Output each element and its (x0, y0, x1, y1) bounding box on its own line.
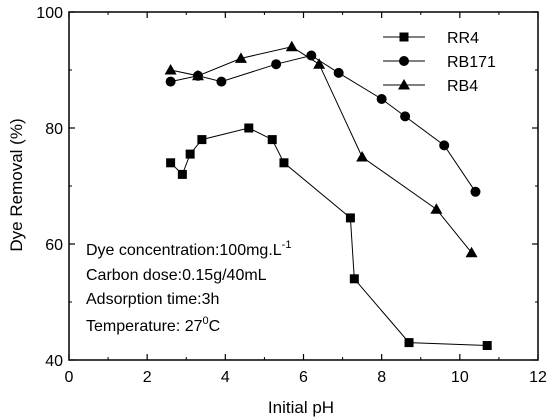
x-tick-label: 0 (65, 369, 74, 386)
series-line-rb171 (170, 54, 476, 193)
tick-labels: 0 2 4 6 8 10 12 40 60 80 100 (36, 5, 547, 386)
annotation-temperature-main: Temperature: 27 (86, 318, 203, 335)
data-point-rb4 (465, 246, 478, 258)
y-tick-label: 80 (45, 121, 63, 138)
annotations: Dye concentration:100mg.L-1 Carbon dose:… (86, 239, 291, 335)
series-rr4 (166, 123, 492, 350)
legend-marker-rr4 (399, 32, 409, 42)
legend-marker-rb171 (399, 56, 409, 66)
data-point-rb171 (216, 76, 227, 87)
data-point-rr4 (345, 213, 355, 223)
data-point-rb171 (165, 76, 176, 87)
data-point-rb171 (376, 94, 387, 104)
annotation-temperature: Temperature: 270C (86, 315, 220, 335)
x-tick-label: 2 (143, 369, 152, 386)
series-rb171 (165, 50, 481, 197)
data-point-rr4 (404, 338, 414, 348)
y-tick-label: 40 (45, 353, 63, 370)
x-tick-label: 12 (529, 369, 547, 386)
data-point-rr4 (267, 135, 277, 145)
data-point-rb171 (470, 186, 481, 197)
data-point-rb171 (333, 67, 344, 78)
data-point-rb171 (271, 59, 282, 70)
legend-label-rb4: RB4 (447, 78, 478, 95)
y-tick-label: 60 (45, 237, 63, 254)
data-point-rb4 (234, 52, 247, 63)
annotation-carbon-dose: Carbon dose:0.15g/40mL (86, 267, 267, 284)
annotation-temperature-unit: C (209, 318, 221, 335)
data-point-rb4 (164, 64, 177, 75)
data-point-rb4 (285, 40, 298, 52)
y-axis-label: Dye Removal (%) (7, 118, 26, 251)
legend-marker-rb4 (398, 79, 410, 90)
data-point-rr4 (279, 158, 289, 168)
data-point-rb171 (439, 140, 450, 151)
data-point-rr4 (482, 341, 492, 350)
data-point-rb4 (313, 58, 326, 69)
series-rb4 (164, 40, 478, 258)
legend: RR4 RB171 RB4 (383, 30, 496, 95)
data-point-rb171 (400, 111, 411, 122)
legend-label-rr4: RR4 (447, 30, 479, 47)
data-point-rr4 (349, 274, 359, 284)
annotation-adsorption-time: Adsorption time:3h (86, 291, 219, 308)
series-line-rb4 (170, 46, 472, 254)
annotation-concentration-main: Dye concentration:100mg.L (86, 242, 282, 259)
annotation-temperature-sup: 0 (203, 315, 209, 327)
x-tick-label: 10 (451, 369, 469, 386)
data-point-rr4 (244, 123, 254, 133)
data-point-rr4 (177, 169, 187, 179)
data-point-rb4 (430, 203, 443, 214)
data-point-rb4 (191, 69, 204, 81)
series-layer (164, 40, 492, 350)
legend-label-rb171: RB171 (447, 54, 496, 71)
axis-ticks (68, 11, 539, 361)
y-tick-label: 100 (36, 5, 63, 22)
series-line-rr4 (170, 127, 488, 346)
data-point-rb4 (356, 151, 369, 162)
data-point-rr4 (197, 135, 207, 145)
x-tick-label: 4 (221, 369, 230, 386)
data-point-rr4 (185, 149, 195, 159)
x-tick-label: 6 (299, 369, 308, 386)
data-point-rr4 (166, 158, 176, 168)
x-tick-label: 8 (377, 369, 386, 386)
annotation-concentration-sup: -1 (282, 239, 292, 251)
annotation-concentration: Dye concentration:100mg.L-1 (86, 239, 291, 259)
x-axis-label: Initial pH (268, 398, 334, 417)
